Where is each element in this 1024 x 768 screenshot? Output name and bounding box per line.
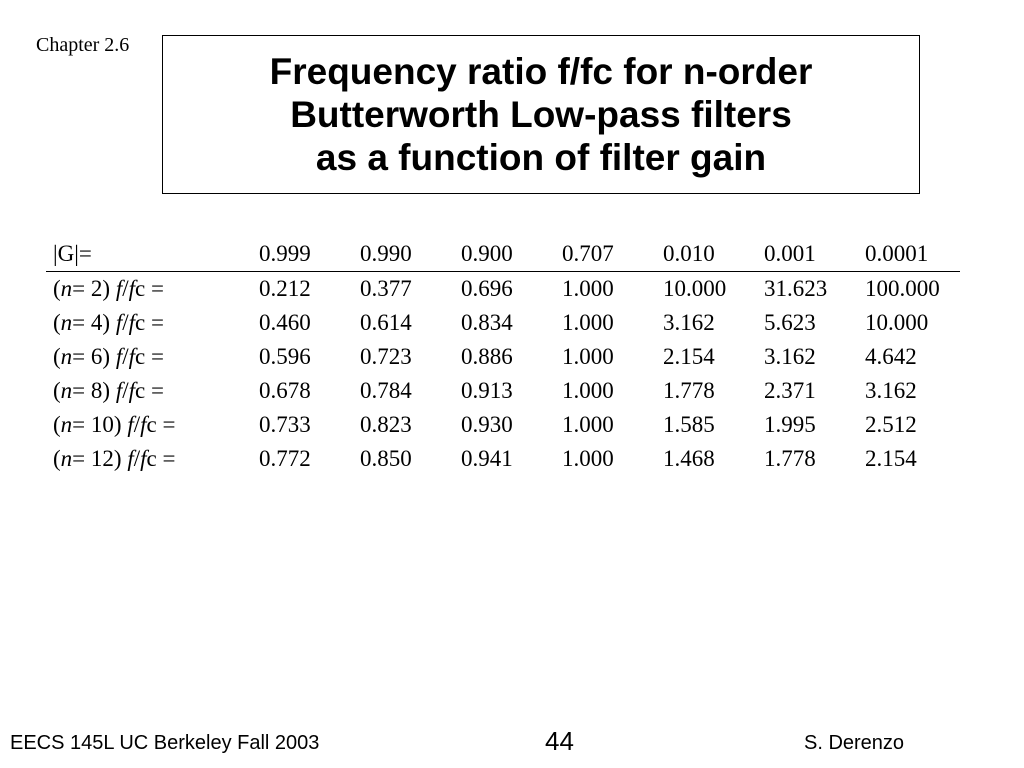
table-row: (n= 10) f/fc = 0.733 0.823 0.930 1.000 1… — [46, 408, 960, 442]
table-row: (n= 4) f/fc = 0.460 0.614 0.834 1.000 3.… — [46, 306, 960, 340]
table-cell: 0.614 — [360, 310, 412, 335]
table-cell: 0.377 — [360, 276, 412, 301]
table-cell: 2.512 — [865, 412, 917, 437]
gain-header-cell: 0.990 — [360, 237, 461, 272]
table-cell: 0.930 — [461, 412, 513, 437]
table-cell: 0.696 — [461, 276, 513, 301]
table-cell: 10.000 — [663, 276, 727, 301]
order-value: 4 — [90, 310, 103, 335]
table-cell: 1.585 — [663, 412, 715, 437]
table-cell: 31.623 — [764, 276, 828, 301]
table-cell: 0.784 — [360, 378, 412, 403]
row-label: (n= 4) f/fc = — [53, 310, 164, 335]
table-cell: 4.642 — [865, 344, 917, 369]
table-cell: 0.460 — [259, 310, 311, 335]
footer-author: S. Derenzo — [804, 732, 905, 754]
title-box: Frequency ratio f/fc for n-order Butterw… — [162, 35, 920, 194]
table-cell: 1.000 — [562, 446, 614, 471]
table-cell: 0.941 — [461, 446, 513, 471]
table-cell: 0.913 — [461, 378, 513, 403]
row-label: (n= 2) f/fc = — [53, 276, 164, 301]
table-cell: 0.834 — [461, 310, 513, 335]
row-label: (n= 12) f/fc = — [53, 446, 176, 471]
table-cell: 2.154 — [865, 446, 917, 471]
table-cell: 1.000 — [562, 378, 614, 403]
gain-header-cell: 0.900 — [461, 237, 562, 272]
table-cell: 0.723 — [360, 344, 412, 369]
table-cell: 0.823 — [360, 412, 412, 437]
row-label: (n= 6) f/fc = — [53, 344, 164, 369]
table-header-row: |G|= 0.999 0.990 0.900 0.707 0.010 0.001… — [46, 237, 960, 272]
table-cell: 5.623 — [764, 310, 816, 335]
table-cell: 3.162 — [663, 310, 715, 335]
row-label: (n= 10) f/fc = — [53, 412, 176, 437]
frequency-ratio-table: |G|= 0.999 0.990 0.900 0.707 0.010 0.001… — [46, 237, 960, 476]
table-cell: 1.000 — [562, 310, 614, 335]
title-line-2: Butterworth Low-pass filters — [290, 94, 792, 135]
table-cell: 0.733 — [259, 412, 311, 437]
table-cell: 0.596 — [259, 344, 311, 369]
table-cell: 0.886 — [461, 344, 513, 369]
chapter-label: Chapter 2.6 — [36, 34, 130, 56]
gain-header-cell: 0.707 — [562, 237, 663, 272]
table-cell: 1.000 — [562, 344, 614, 369]
table-cell: 1.778 — [663, 378, 715, 403]
table-row: (n= 8) f/fc = 0.678 0.784 0.913 1.000 1.… — [46, 374, 960, 408]
table-row: (n= 2) f/fc = 0.212 0.377 0.696 1.000 10… — [46, 272, 960, 307]
table-cell: 2.371 — [764, 378, 816, 403]
gain-header-label: |G|= — [46, 237, 259, 272]
table-cell: 10.000 — [865, 310, 929, 335]
order-value: 6 — [90, 344, 103, 369]
table-cell: 0.850 — [360, 446, 412, 471]
page-number: 44 — [545, 726, 574, 756]
row-label: (n= 8) f/fc = — [53, 378, 164, 403]
table-row: (n= 6) f/fc = 0.596 0.723 0.886 1.000 2.… — [46, 340, 960, 374]
table-cell: 1.000 — [562, 276, 614, 301]
order-value: 12 — [90, 446, 114, 471]
table-cell: 3.162 — [764, 344, 816, 369]
gain-header-cell: 0.0001 — [865, 237, 960, 272]
table-cell: 0.212 — [259, 276, 311, 301]
gain-header-cell: 0.999 — [259, 237, 360, 272]
order-value: 8 — [90, 378, 103, 403]
order-value: 10 — [90, 412, 114, 437]
table-cell: 0.772 — [259, 446, 311, 471]
table-row: (n= 12) f/fc = 0.772 0.850 0.941 1.000 1… — [46, 442, 960, 476]
gain-header-cell: 0.001 — [764, 237, 865, 272]
footer-course: EECS 145L UC Berkeley Fall 2003 — [10, 732, 320, 754]
table-cell: 3.162 — [865, 378, 917, 403]
butterworth-table: |G|= 0.999 0.990 0.900 0.707 0.010 0.001… — [46, 237, 960, 476]
table-cell: 1.778 — [764, 446, 816, 471]
table-cell: 100.000 — [865, 276, 940, 301]
table-cell: 1.995 — [764, 412, 816, 437]
title-line-1: Frequency ratio f/fc for n-order — [269, 51, 813, 92]
gain-header-cell: 0.010 — [663, 237, 764, 272]
order-value: 2 — [90, 276, 103, 301]
table-cell: 1.000 — [562, 412, 614, 437]
table-cell: 2.154 — [663, 344, 715, 369]
table-cell: 1.468 — [663, 446, 715, 471]
title-line-3: as a function of filter gain — [315, 137, 767, 178]
table-cell: 0.678 — [259, 378, 311, 403]
